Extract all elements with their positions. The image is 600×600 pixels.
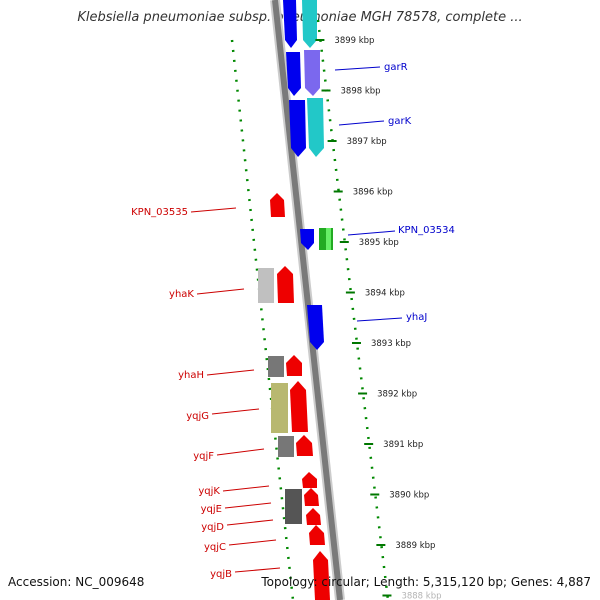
gene-label-garR[interactable]: garR bbox=[384, 62, 408, 73]
scale-label-3897: 3897 kbp bbox=[347, 137, 387, 147]
scale-label-3898: 3898 kbp bbox=[341, 87, 381, 97]
leader-line-yqjC bbox=[228, 539, 277, 546]
gene-reverse-yqjD[interactable] bbox=[306, 508, 321, 525]
gene-gray-yqjKE[interactable] bbox=[285, 489, 302, 524]
gene-forward-garK-1[interactable] bbox=[289, 100, 306, 157]
gene-label-yqjK[interactable]: yqjK bbox=[198, 486, 220, 497]
scale-label-3899: 3899 kbp bbox=[334, 36, 374, 46]
scale-label-3892: 3892 kbp bbox=[377, 390, 417, 400]
gene-forward-3534a[interactable] bbox=[300, 229, 314, 250]
leader-line-KPN_03535 bbox=[190, 207, 237, 213]
leader-line-garR bbox=[334, 66, 381, 71]
gene-reverse-yqjF[interactable] bbox=[296, 435, 313, 456]
scale-label-3895: 3895 kbp bbox=[359, 238, 399, 248]
gene-reverse-yqjG[interactable] bbox=[290, 381, 308, 432]
leader-line-KPN_03534 bbox=[347, 230, 396, 236]
map-title: Klebsiella pneumoniae subsp. pneumoniae … bbox=[77, 10, 523, 25]
gene-forward-garR-1[interactable] bbox=[286, 52, 301, 96]
leader-line-yqjB bbox=[234, 567, 281, 573]
leader-line-yqjF bbox=[216, 448, 265, 456]
gene-forward-top-2[interactable] bbox=[302, 0, 317, 48]
gene-label-yqjG[interactable]: yqjG bbox=[186, 411, 209, 422]
gene-labels: garR garK KPN_03534 yhaJ KPN_03535 yhaK yhaH yq… bbox=[131, 62, 455, 580]
scale-label-3889: 3889 kbp bbox=[395, 541, 435, 551]
gene-reverse-yqjE[interactable] bbox=[304, 488, 319, 506]
gene-label-KPN_03534[interactable]: KPN_03534 bbox=[398, 225, 455, 236]
gene-gray-yhaH[interactable] bbox=[268, 356, 284, 377]
gene-forward-3534c[interactable] bbox=[326, 228, 331, 250]
leader-line-yqjK bbox=[222, 485, 270, 492]
scale-label-3888: 3888 kbp bbox=[401, 592, 441, 600]
gene-gray-yhaK[interactable] bbox=[258, 268, 274, 303]
gene-label-yhaJ[interactable]: yhaJ bbox=[406, 312, 427, 323]
gene-label-yqjC[interactable]: yqjC bbox=[204, 542, 226, 553]
gene-gray-yqjF[interactable] bbox=[278, 436, 294, 457]
leader-line-yqjE bbox=[224, 502, 272, 509]
gene-reverse-yqjC[interactable] bbox=[309, 525, 325, 545]
scale-label-3893: 3893 kbp bbox=[371, 339, 411, 349]
gene-reverse-yhaH[interactable] bbox=[286, 355, 302, 376]
leader-line-yhaJ bbox=[356, 317, 403, 322]
gene-label-garK[interactable]: garK bbox=[388, 116, 412, 127]
scale-label-3890: 3890 kbp bbox=[389, 491, 429, 501]
gene-reverse-KPN_03535[interactable] bbox=[270, 193, 285, 217]
gene-reverse-yhaK[interactable] bbox=[277, 266, 294, 303]
scale-ticks: 3899 kbp 3898 kbp 3897 kbp 3896 kbp 3895 kbp… bbox=[315, 36, 442, 600]
scale-label-3894: 3894 kbp bbox=[365, 289, 405, 299]
leader-line-garK bbox=[338, 120, 385, 126]
gene-label-yhaH[interactable]: yhaH bbox=[178, 370, 204, 381]
gene-label-yqjD[interactable]: yqjD bbox=[201, 522, 224, 533]
gene-label-yhaK[interactable]: yhaK bbox=[169, 289, 194, 300]
accession-text: Accession: NC_009648 bbox=[8, 575, 145, 589]
gene-forward-garK-2[interactable] bbox=[307, 98, 324, 157]
gene-reverse-yqjB[interactable] bbox=[313, 551, 330, 600]
gene-label-yqjE[interactable]: yqjE bbox=[201, 504, 222, 515]
gene-forward-garR-2[interactable] bbox=[304, 50, 320, 96]
gene-olive-yqjG[interactable] bbox=[271, 383, 288, 433]
left-tick-ring bbox=[230, 39, 295, 600]
gene-forward-yhaJ[interactable] bbox=[307, 305, 324, 350]
topology-text: Topology: circular; Length: 5,315,120 bp… bbox=[261, 575, 591, 589]
leader-line-yhaK bbox=[196, 288, 245, 295]
scale-label-3896: 3896 kbp bbox=[353, 188, 393, 198]
leader-line-yqjG bbox=[211, 408, 260, 415]
gene-forward-top[interactable] bbox=[283, 0, 297, 48]
gene-reverse-yqjK[interactable] bbox=[302, 472, 317, 488]
gene-label-yqjB[interactable]: yqjB bbox=[210, 569, 232, 580]
leader-line-yhaH bbox=[206, 369, 255, 376]
backbone bbox=[272, 0, 343, 600]
scale-label-3891: 3891 kbp bbox=[383, 440, 423, 450]
gene-label-KPN_03535[interactable]: KPN_03535 bbox=[131, 207, 188, 218]
gene-label-yqjF[interactable]: yqjF bbox=[193, 451, 214, 462]
leader-line-yqjD bbox=[226, 519, 274, 526]
